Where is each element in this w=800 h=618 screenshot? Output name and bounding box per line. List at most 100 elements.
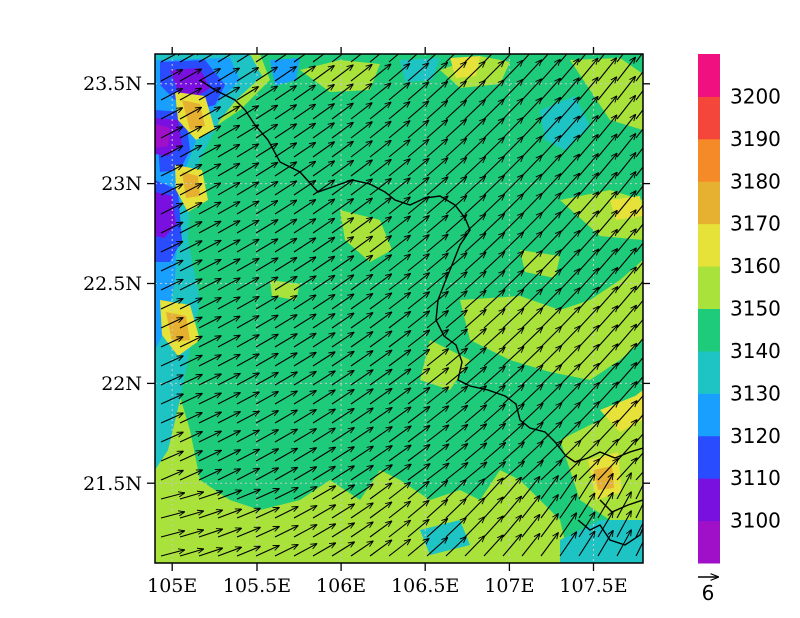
wind-vector xyxy=(369,54,381,63)
wind-vector xyxy=(407,445,430,462)
wind-vector xyxy=(369,217,391,234)
wind-vector xyxy=(274,124,296,139)
wind-vector xyxy=(293,104,315,120)
wind-vector xyxy=(217,355,240,367)
wind-vector xyxy=(445,119,466,139)
wind-vector xyxy=(160,451,183,462)
wind-vector xyxy=(426,292,448,310)
wind-vector xyxy=(160,531,184,538)
wind-vector xyxy=(426,101,447,120)
wind-vector xyxy=(236,201,259,215)
wind-vector xyxy=(483,405,505,424)
wind-vector xyxy=(464,443,486,462)
wind-vector xyxy=(407,369,430,386)
colorbar-swatch xyxy=(698,223,720,267)
wind-vector xyxy=(255,296,278,310)
wind-vector xyxy=(502,366,524,386)
wind-vector xyxy=(312,524,335,538)
wind-vector xyxy=(483,386,505,405)
wind-vector xyxy=(483,137,504,158)
wind-vector xyxy=(255,258,278,272)
wind-vector xyxy=(635,146,643,158)
wind-vector xyxy=(217,202,240,215)
wind-vector xyxy=(274,296,297,310)
wind-vector xyxy=(350,54,362,63)
wind-vector xyxy=(578,78,598,101)
wind-vector xyxy=(578,54,587,63)
wind-vector xyxy=(407,159,429,177)
wind-vector xyxy=(635,108,643,120)
wind-vector xyxy=(217,393,240,405)
colorbar-swatch xyxy=(698,520,720,564)
wind-vector xyxy=(483,443,505,462)
wind-vector xyxy=(559,174,579,196)
wind-vector xyxy=(540,231,561,253)
wind-vector xyxy=(502,290,524,310)
wind-vector xyxy=(331,466,354,481)
wind-vector xyxy=(635,242,643,253)
wind-vector xyxy=(388,216,410,234)
wind-vector xyxy=(274,239,297,253)
y-tick-label: 23.5N xyxy=(83,73,142,95)
wind-vector xyxy=(521,213,542,234)
wind-vector xyxy=(445,367,467,386)
wind-vector xyxy=(616,420,637,443)
wind-vector xyxy=(388,312,410,329)
wind-vector xyxy=(597,421,618,443)
wind-vector xyxy=(597,134,617,158)
wind-vector xyxy=(312,467,335,481)
wind-vector xyxy=(312,352,335,367)
wind-vector xyxy=(179,279,202,291)
wind-vector xyxy=(426,139,448,158)
wind-vector xyxy=(407,464,430,481)
wind-vector xyxy=(407,292,429,310)
wind-vector xyxy=(274,219,297,234)
wind-vector xyxy=(559,532,576,557)
wind-vector xyxy=(160,203,183,215)
wind-vector xyxy=(483,61,504,82)
wind-vector xyxy=(293,410,316,424)
wind-vector xyxy=(578,402,599,424)
wind-vector xyxy=(369,540,392,557)
wind-vector xyxy=(597,96,617,120)
wind-vector xyxy=(331,504,354,519)
wind-vector xyxy=(388,293,410,310)
wind-vector xyxy=(236,297,259,310)
wind-vector xyxy=(540,365,561,386)
wind-vector xyxy=(274,372,297,386)
wind-vector xyxy=(483,309,505,329)
wind-vector xyxy=(521,461,543,481)
field-patch xyxy=(155,124,170,148)
wind-vector xyxy=(483,516,503,538)
wind-vector xyxy=(578,116,598,139)
wind-vector xyxy=(179,336,202,348)
wind-vector xyxy=(464,214,486,234)
wind-vector xyxy=(597,249,617,272)
wind-vector xyxy=(255,392,278,405)
wind-vector xyxy=(540,174,561,196)
plot-frame xyxy=(154,53,644,564)
field-patch xyxy=(420,340,470,390)
wind-vector xyxy=(160,375,183,386)
wind-vector xyxy=(293,85,315,101)
wind-vector xyxy=(616,191,636,215)
wind-vector xyxy=(293,257,316,272)
wind-vector xyxy=(179,470,202,481)
wind-vector xyxy=(578,493,595,519)
wind-vector xyxy=(578,135,598,158)
wind-vector xyxy=(293,429,316,443)
wind-vector xyxy=(407,216,429,234)
wind-vector xyxy=(179,203,202,215)
wind-vector xyxy=(388,159,410,177)
wind-vector xyxy=(597,512,613,538)
wind-vector xyxy=(160,550,184,557)
wind-vector xyxy=(464,536,484,557)
wind-vector xyxy=(350,541,373,557)
wind-vector xyxy=(312,543,335,557)
wind-vector xyxy=(388,388,411,405)
wind-vector xyxy=(350,446,373,462)
wind-vector xyxy=(179,298,202,310)
wind-vector xyxy=(578,421,599,443)
wind-vector xyxy=(179,413,202,424)
wind-vector xyxy=(160,165,183,177)
